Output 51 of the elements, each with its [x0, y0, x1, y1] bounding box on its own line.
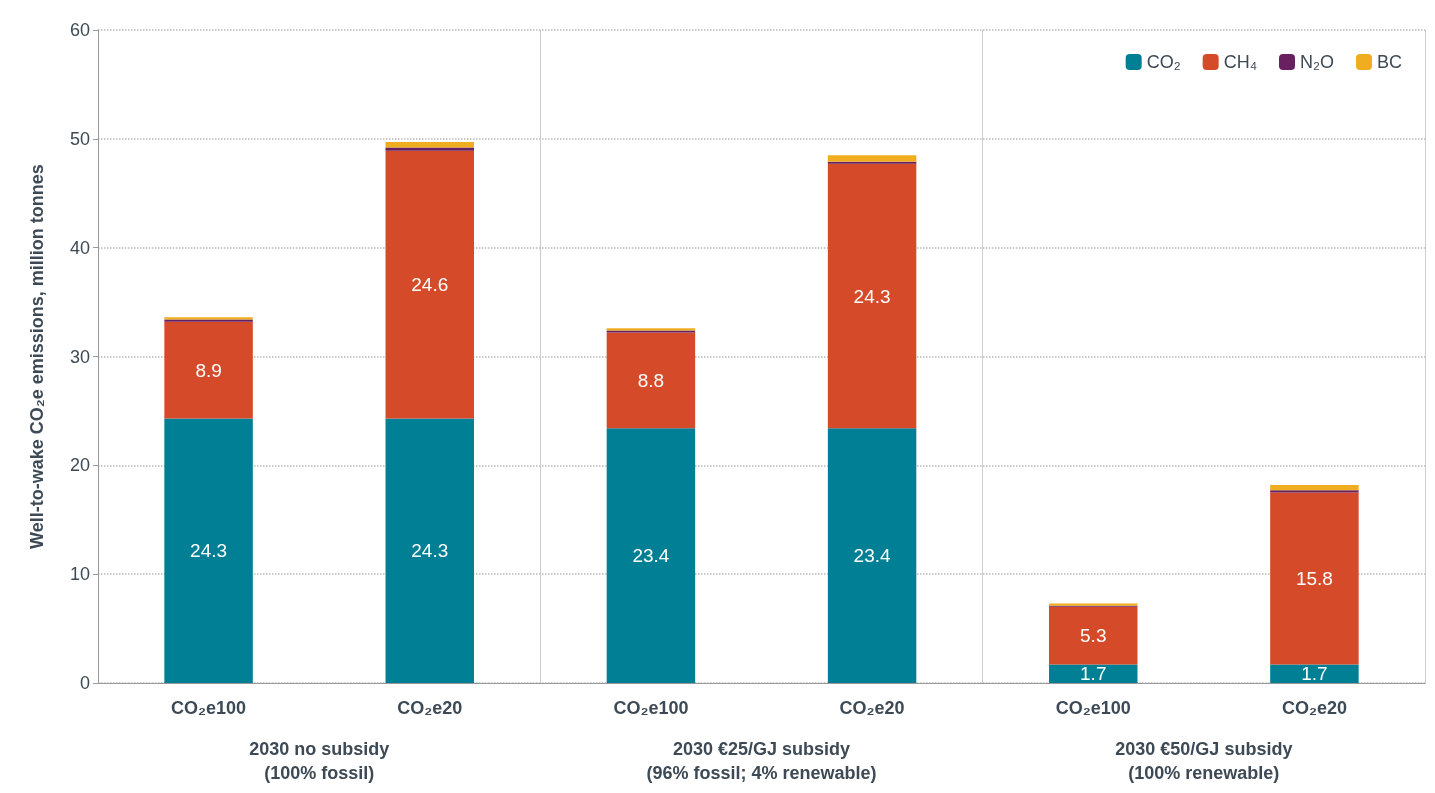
- bar: [827, 163, 917, 429]
- bar: [606, 332, 696, 429]
- bar: [1049, 606, 1138, 665]
- bar: [385, 142, 474, 148]
- data-label: 5.3: [1080, 625, 1107, 647]
- text: 2030 €25/GJ subsidy (96% fossil; 4% renewable): [646, 739, 877, 783]
- data-label: 24.3: [853, 285, 891, 307]
- data-label: 1.7: [1080, 663, 1107, 685]
- legend-label: BC: [1377, 52, 1403, 72]
- y-tick-label: 30: [69, 346, 90, 367]
- bar: [827, 161, 917, 164]
- y-tick-label: 10: [69, 564, 90, 585]
- y-tick-label: 0: [79, 673, 90, 693]
- y-tick-label: 60: [69, 20, 90, 40]
- x-tick-label: CO₂e100: [613, 698, 689, 718]
- y-axis-title: Well-to-wake CO₂e emissions, million tonnes: [27, 164, 47, 549]
- bar: [1270, 490, 1359, 493]
- data-label: 8.8: [637, 369, 665, 391]
- bar: [385, 150, 474, 419]
- bar: [1270, 484, 1359, 491]
- data-label: 24.3: [411, 540, 449, 562]
- data-label: 24.6: [411, 274, 449, 296]
- bar: [1049, 664, 1138, 683]
- x-tick-label: CO₂e20: [1281, 698, 1347, 718]
- bar: [1270, 664, 1359, 683]
- y-tick-label: 50: [69, 128, 90, 149]
- text: 2030 €50/GJ subsidy (100% renewable): [1115, 739, 1293, 783]
- legend-label: CH₄: [1223, 52, 1258, 72]
- bar: [606, 428, 696, 683]
- data-label: 15.8: [1295, 568, 1333, 590]
- bar: [385, 418, 474, 683]
- y-tick-label: 20: [69, 455, 90, 476]
- data-label: 24.3: [190, 540, 228, 562]
- y-tick-label: 40: [69, 237, 90, 258]
- bar: [827, 428, 917, 683]
- data-label: 8.9: [195, 359, 222, 381]
- data-label: 23.4: [853, 545, 891, 567]
- bar: [164, 418, 253, 683]
- x-tick-label: CO₂e20: [839, 698, 905, 718]
- data-label: 23.4: [632, 545, 670, 567]
- x-tick-label: CO₂e100: [171, 698, 247, 718]
- data-label: 1.7: [1301, 663, 1328, 685]
- bar: [164, 321, 253, 419]
- text: 2030 no subsidy (100% fossil): [249, 739, 390, 783]
- legend-label: CO₂: [1146, 52, 1181, 72]
- bar: [1270, 492, 1359, 665]
- x-tick-label: CO₂e100: [1055, 698, 1131, 718]
- bar: [827, 155, 917, 162]
- legend-label: N₂O: [1300, 52, 1335, 72]
- bar: [385, 147, 474, 151]
- x-tick-label: CO₂e20: [397, 698, 463, 718]
